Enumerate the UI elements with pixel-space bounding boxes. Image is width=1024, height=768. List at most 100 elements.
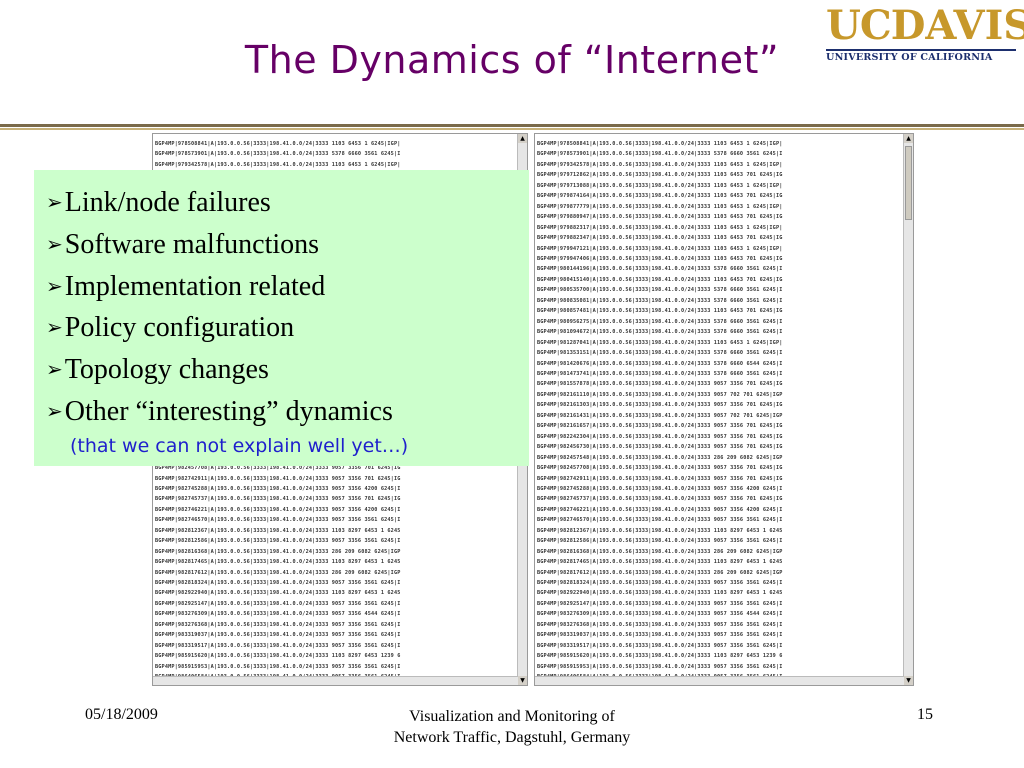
ucdavis-logo: UCDAVIS UNIVERSITY OF CALIFORNIA (826, 6, 1024, 64)
footer-event-line2: Network Traffic, Dagstuhl, Germany (393, 729, 631, 746)
bgp-log-row: BGP4MP|979874164|A|193.0.0.56|3333|198.4… (537, 193, 783, 200)
bgp-log-row: BGP4MP|979342578|A|193.0.0.56|3333|198.4… (155, 161, 401, 168)
bgp-log-row: BGP4MP|982746570|A|193.0.0.56|3333|198.4… (537, 517, 783, 524)
bullet-item: ➢Policy configuration (46, 307, 529, 349)
bullet-item: ➢Topology changes (46, 349, 529, 391)
bgp-log-row: BGP4MP|979877779|A|193.0.0.56|3333|198.4… (537, 203, 783, 210)
bgp-log-rows-right: BGP4MP|978508841|A|193.0.0.56|3333|198.4… (537, 139, 903, 685)
bgp-log-row: BGP4MP|982925147|A|193.0.0.56|3333|198.4… (537, 600, 783, 607)
arrow-right-icon: ➢ (46, 231, 63, 256)
bgp-log-row: BGP4MP|979342578|A|193.0.0.56|3333|198.4… (537, 161, 783, 168)
logo-uc: UC (826, 2, 892, 49)
bullet-text: Topology changes (64, 354, 269, 386)
page-number: 15 (917, 706, 933, 723)
logo-davis: DAVIS (890, 2, 1024, 49)
bullet-item: ➢Software malfunctions (46, 224, 529, 266)
scroll-up-icon[interactable]: ▲ (904, 134, 913, 143)
bgp-log-row: BGP4MP|982812367|A|193.0.0.56|3333|198.4… (537, 527, 783, 534)
bgp-log-row: BGP4MP|983319517|A|193.0.0.56|3333|198.4… (537, 642, 783, 649)
bgp-log-row: BGP4MP|983276368|A|193.0.0.56|3333|198.4… (155, 621, 401, 628)
bullet-text: Other “interesting” dynamics (64, 395, 393, 427)
bgp-log-row: BGP4MP|982161431|A|193.0.0.56|3333|198.4… (537, 412, 783, 419)
scroll-thumb[interactable] (905, 146, 912, 220)
bgp-log-row: BGP4MP|982457708|A|193.0.0.56|3333|198.4… (537, 465, 783, 472)
dynamics-callout: ➢Link/node failures ➢Software malfunctio… (34, 170, 529, 466)
footer-event-line1: Visualization and Monitoring of (409, 708, 615, 725)
bullet-text: Link/node failures (64, 187, 271, 218)
header-divider-accent (0, 128, 1024, 130)
scroll-down-icon[interactable]: ▼ (904, 676, 913, 685)
logo-subtitle: UNIVERSITY OF CALIFORNIA (826, 49, 1016, 63)
bgp-log-row: BGP4MP|981473741|A|193.0.0.56|3333|198.4… (537, 370, 783, 377)
bullet-text: Implementation related (64, 270, 326, 302)
bgp-log-row: BGP4MP|980535700|A|193.0.0.56|3333|198.4… (537, 287, 783, 294)
arrow-right-icon: ➢ (46, 357, 63, 382)
bgp-log-row: BGP4MP|982456730|A|193.0.0.56|3333|198.4… (537, 444, 783, 451)
bgp-log-row: BGP4MP|982742911|A|193.0.0.56|3333|198.4… (537, 475, 783, 482)
bgp-log-row: BGP4MP|983276309|A|193.0.0.56|3333|198.4… (155, 611, 401, 618)
bgp-log-row: BGP4MP|981353151|A|193.0.0.56|3333|198.4… (537, 350, 783, 357)
header-divider (0, 124, 1024, 127)
bgp-log-row: BGP4MP|983276368|A|193.0.0.56|3333|198.4… (537, 621, 783, 628)
bgp-log-row: BGP4MP|982745288|A|193.0.0.56|3333|198.4… (155, 485, 401, 492)
bgp-log-row: BGP4MP|979713088|A|193.0.0.56|3333|198.4… (537, 182, 783, 189)
slide-title: The Dynamics of “Internet” (244, 38, 780, 82)
bullet-text: Software malfunctions (64, 228, 320, 260)
bgp-log-row: BGP4MP|983319037|A|193.0.0.56|3333|198.4… (537, 632, 783, 639)
bgp-log-row: BGP4MP|985915620|A|193.0.0.56|3333|198.4… (537, 653, 783, 660)
bgp-log-row: BGP4MP|978573901|A|193.0.0.56|3333|198.4… (155, 151, 401, 158)
bgp-log-row: BGP4MP|982161303|A|193.0.0.56|3333|198.4… (537, 402, 783, 409)
bgp-log-row: BGP4MP|982812367|A|193.0.0.56|3333|198.4… (155, 527, 401, 534)
horizontal-scrollbar-right[interactable] (535, 676, 904, 685)
bgp-log-row: BGP4MP|982818324|A|193.0.0.56|3333|198.4… (537, 580, 783, 587)
callout-note: (that we can not explain well yet…) (70, 434, 409, 457)
bgp-log-row: BGP4MP|981557878|A|193.0.0.56|3333|198.4… (537, 381, 783, 388)
bgp-log-row: BGP4MP|983319037|A|193.0.0.56|3333|198.4… (155, 632, 401, 639)
bgp-log-row: BGP4MP|980956275|A|193.0.0.56|3333|198.4… (537, 318, 783, 325)
bgp-log-row: BGP4MP|982746570|A|193.0.0.56|3333|198.4… (155, 517, 401, 524)
bgp-log-row: BGP4MP|985915953|A|193.0.0.56|3333|198.4… (537, 663, 783, 670)
scroll-down-icon[interactable]: ▼ (518, 676, 527, 685)
bgp-log-row: BGP4MP|981094672|A|193.0.0.56|3333|198.4… (537, 329, 783, 336)
bullet-text: Policy configuration (64, 312, 295, 344)
bullet-item: ➢Link/node failures (46, 182, 529, 224)
bgp-log-row: BGP4MP|985915620|A|193.0.0.56|3333|198.4… (155, 653, 401, 660)
bgp-log-row: BGP4MP|979947406|A|193.0.0.56|3333|198.4… (537, 255, 783, 262)
bgp-log-row: BGP4MP|982746221|A|193.0.0.56|3333|198.4… (155, 506, 401, 513)
bgp-log-row: BGP4MP|982161110|A|193.0.0.56|3333|198.4… (537, 391, 783, 398)
horizontal-scrollbar-left[interactable] (153, 676, 518, 685)
bgp-log-row: BGP4MP|982745288|A|193.0.0.56|3333|198.4… (537, 485, 783, 492)
bgp-log-row: BGP4MP|983276309|A|193.0.0.56|3333|198.4… (537, 611, 783, 618)
bgp-log-row: BGP4MP|981420676|A|193.0.0.56|3333|198.4… (537, 360, 783, 367)
bgp-log-row: BGP4MP|979712862|A|193.0.0.56|3333|198.4… (537, 172, 783, 179)
bgp-log-row: BGP4MP|985915953|A|193.0.0.56|3333|198.4… (155, 663, 401, 670)
bgp-log-row: BGP4MP|978573901|A|193.0.0.56|3333|198.4… (537, 151, 783, 158)
bgp-log-row: BGP4MP|978508841|A|193.0.0.56|3333|198.4… (537, 141, 783, 147)
arrow-right-icon: ➢ (46, 398, 63, 423)
bgp-log-row: BGP4MP|982817465|A|193.0.0.56|3333|198.4… (537, 559, 783, 566)
bgp-log-row: BGP4MP|982745737|A|193.0.0.56|3333|198.4… (155, 496, 401, 503)
bgp-log-row: BGP4MP|982816368|A|193.0.0.56|3333|198.4… (155, 548, 401, 555)
bgp-log-row: BGP4MP|982746221|A|193.0.0.56|3333|198.4… (537, 506, 783, 513)
bgp-log-row: BGP4MP|982242304|A|193.0.0.56|3333|198.4… (537, 433, 783, 440)
bullet-item: ➢Implementation related (46, 266, 529, 308)
bgp-log-row: BGP4MP|980144196|A|193.0.0.56|3333|198.4… (537, 266, 783, 273)
bgp-log-row: BGP4MP|982925147|A|193.0.0.56|3333|198.4… (155, 600, 401, 607)
bgp-log-row: BGP4MP|982742911|A|193.0.0.56|3333|198.4… (155, 475, 401, 482)
vertical-scrollbar-right[interactable]: ▲ ▼ (903, 134, 913, 685)
bgp-log-row: BGP4MP|983319517|A|193.0.0.56|3333|198.4… (155, 642, 401, 649)
bgp-log-row: BGP4MP|982812586|A|193.0.0.56|3333|198.4… (537, 538, 783, 545)
logo-wordmark: UCDAVIS (826, 6, 1024, 46)
bgp-log-row: BGP4MP|979880947|A|193.0.0.56|3333|198.4… (537, 214, 783, 221)
bgp-log-row: BGP4MP|982745737|A|193.0.0.56|3333|198.4… (537, 496, 783, 503)
bgp-log-row: BGP4MP|981287041|A|193.0.0.56|3333|198.4… (537, 339, 783, 346)
footer-date: 05/18/2009 (85, 706, 158, 723)
bgp-log-row: BGP4MP|980835081|A|193.0.0.56|3333|198.4… (537, 297, 783, 304)
footer-event: Visualization and Monitoring of Network … (362, 706, 662, 748)
bgp-log-row: BGP4MP|982812586|A|193.0.0.56|3333|198.4… (155, 538, 401, 545)
scroll-up-icon[interactable]: ▲ (518, 134, 527, 143)
bgp-log-row: BGP4MP|982457548|A|193.0.0.56|3333|198.4… (537, 454, 783, 461)
bgp-log-row: BGP4MP|979947121|A|193.0.0.56|3333|198.4… (537, 245, 783, 252)
bgp-log-panel-right[interactable]: BGP4MP|978508841|A|193.0.0.56|3333|198.4… (534, 133, 914, 686)
arrow-right-icon: ➢ (46, 315, 63, 340)
